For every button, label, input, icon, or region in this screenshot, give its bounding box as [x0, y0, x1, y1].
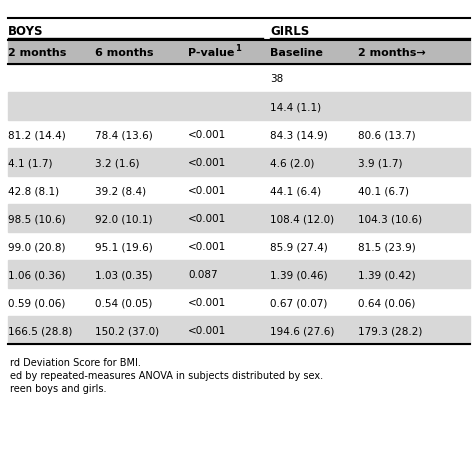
Text: 38: 38 — [270, 74, 283, 84]
Text: 1.06 (0.36): 1.06 (0.36) — [8, 270, 65, 281]
Text: 85.9 (27.4): 85.9 (27.4) — [270, 242, 328, 252]
Text: 1.03 (0.35): 1.03 (0.35) — [95, 270, 153, 281]
Text: 104.3 (10.6): 104.3 (10.6) — [358, 214, 422, 224]
Text: GIRLS: GIRLS — [270, 25, 309, 38]
Text: 81.2 (14.4): 81.2 (14.4) — [8, 130, 66, 140]
Text: 194.6 (27.6): 194.6 (27.6) — [270, 327, 334, 337]
Text: <0.001: <0.001 — [188, 327, 226, 337]
Text: <0.001: <0.001 — [188, 186, 226, 196]
Text: 42.8 (8.1): 42.8 (8.1) — [8, 186, 59, 196]
Text: <0.001: <0.001 — [188, 130, 226, 140]
Text: 179.3 (28.2): 179.3 (28.2) — [358, 327, 422, 337]
Bar — [8, 316, 470, 344]
Text: 1: 1 — [235, 44, 241, 53]
Text: 39.2 (8.4): 39.2 (8.4) — [95, 186, 146, 196]
Text: 2 months→: 2 months→ — [358, 48, 426, 58]
Text: 4.1 (1.7): 4.1 (1.7) — [8, 158, 53, 168]
Bar — [8, 204, 470, 232]
Text: 78.4 (13.6): 78.4 (13.6) — [95, 130, 153, 140]
Text: <0.001: <0.001 — [188, 214, 226, 224]
Text: 44.1 (6.4): 44.1 (6.4) — [270, 186, 321, 196]
Text: 98.5 (10.6): 98.5 (10.6) — [8, 214, 65, 224]
Text: 0.67 (0.07): 0.67 (0.07) — [270, 299, 328, 309]
Text: 2 months: 2 months — [8, 48, 66, 58]
Text: reen boys and girls.: reen boys and girls. — [10, 384, 107, 394]
Text: 6 months: 6 months — [95, 48, 154, 58]
Text: 95.1 (19.6): 95.1 (19.6) — [95, 242, 153, 252]
Text: 166.5 (28.8): 166.5 (28.8) — [8, 327, 73, 337]
Text: 14.4 (1.1): 14.4 (1.1) — [270, 102, 321, 112]
Bar — [8, 40, 470, 64]
Text: 99.0 (20.8): 99.0 (20.8) — [8, 242, 65, 252]
Text: rd Deviation Score for BMI.: rd Deviation Score for BMI. — [10, 358, 141, 368]
Text: 40.1 (6.7): 40.1 (6.7) — [358, 186, 409, 196]
Text: 0.087: 0.087 — [188, 270, 218, 281]
Text: 0.64 (0.06): 0.64 (0.06) — [358, 299, 415, 309]
Text: P-value: P-value — [188, 48, 234, 58]
Text: 1.39 (0.42): 1.39 (0.42) — [358, 270, 416, 281]
Bar — [8, 260, 470, 288]
Text: ed by repeated-measures ANOVA in subjects distributed by sex.: ed by repeated-measures ANOVA in subject… — [10, 371, 323, 381]
Text: 3.9 (1.7): 3.9 (1.7) — [358, 158, 402, 168]
Text: 81.5 (23.9): 81.5 (23.9) — [358, 242, 416, 252]
Text: <0.001: <0.001 — [188, 158, 226, 168]
Text: 0.59 (0.06): 0.59 (0.06) — [8, 299, 65, 309]
Text: 80.6 (13.7): 80.6 (13.7) — [358, 130, 416, 140]
Text: 92.0 (10.1): 92.0 (10.1) — [95, 214, 153, 224]
Text: 0.54 (0.05): 0.54 (0.05) — [95, 299, 152, 309]
Text: 84.3 (14.9): 84.3 (14.9) — [270, 130, 328, 140]
Text: 108.4 (12.0): 108.4 (12.0) — [270, 214, 334, 224]
Text: 4.6 (2.0): 4.6 (2.0) — [270, 158, 314, 168]
Text: BOYS: BOYS — [8, 25, 44, 38]
Text: 150.2 (37.0): 150.2 (37.0) — [95, 327, 159, 337]
Bar — [8, 92, 470, 120]
Text: Baseline: Baseline — [270, 48, 323, 58]
Text: <0.001: <0.001 — [188, 242, 226, 252]
Text: 3.2 (1.6): 3.2 (1.6) — [95, 158, 139, 168]
Text: 1.39 (0.46): 1.39 (0.46) — [270, 270, 328, 281]
Text: <0.001: <0.001 — [188, 299, 226, 309]
Bar — [8, 148, 470, 176]
